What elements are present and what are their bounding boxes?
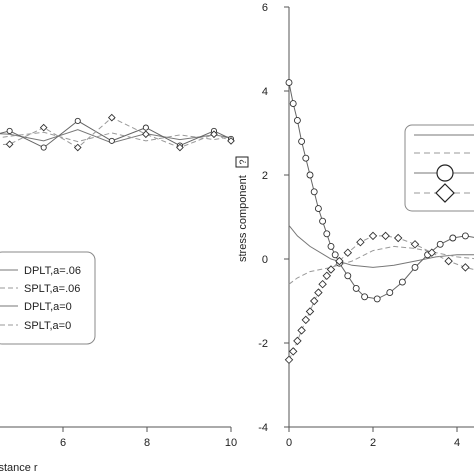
right-series-4-diamond-marker <box>356 237 365 247</box>
right-series-3-circle-marker <box>289 100 297 108</box>
right-series-3-circle-marker <box>352 284 360 292</box>
right-series-3-circle-marker <box>436 240 444 248</box>
left-legend-label: SPLT,a=.06 <box>24 283 80 295</box>
left-legend-box <box>0 251 96 345</box>
left-x-tick-label: 8 <box>144 437 150 449</box>
right-y-axis-label-group: stress component ? <box>235 156 249 262</box>
right-y-tick-label: 6 <box>262 2 268 14</box>
left-legend-label: DPLT,a=0 <box>24 301 72 313</box>
left-series-4-diamond-marker <box>142 130 150 139</box>
right-y-ticks: 6 4 2 0 -2 -4 <box>258 2 289 434</box>
left-legend-label: SPLT,a=0 <box>24 320 71 332</box>
left-series-4-diamond-marker <box>73 143 82 152</box>
right-y-tick-label: -2 <box>258 338 268 350</box>
right-series-4-diamond-marker <box>318 279 327 289</box>
right-series-3-circle-marker <box>449 234 457 242</box>
right-series-3-circle-marker <box>331 251 339 259</box>
right-series-3-circle-marker <box>293 116 301 124</box>
right-series-4-diamond-marker <box>335 256 344 266</box>
right-series-3-circle-marker <box>461 232 469 240</box>
right-series-4-diamond-marker <box>314 288 323 297</box>
right-series-3-circle-marker <box>314 205 322 213</box>
right-series-4-diamond-marker <box>326 265 336 274</box>
right-series-4-diamond-marker <box>410 240 420 249</box>
right-series-4-diamond-marker <box>444 256 453 266</box>
right-series-3-circle-marker <box>302 154 310 162</box>
right-series-3-circle-marker <box>319 217 327 225</box>
right-series-3-circle-marker <box>344 272 352 280</box>
right-series-4-diamond-marker <box>284 355 294 365</box>
right-series-4-diamond-marker <box>293 336 302 346</box>
right-series-4-diamond-marker <box>393 233 403 243</box>
left-series-line-2 <box>0 131 232 143</box>
left-series-4-diamond-marker <box>210 130 218 139</box>
right-series-4-diamond-marker <box>427 248 437 257</box>
right-y-axis-label-badge: ? <box>238 159 248 164</box>
left-series-3-circle-marker <box>74 117 81 124</box>
right-series-4-diamond-marker <box>288 347 298 356</box>
left-series-3-circle-marker <box>142 124 149 131</box>
right-series-line-4 <box>288 235 474 361</box>
right-panel: 6 4 2 0 -2 -4 0 2 4 stress component ? <box>235 2 474 449</box>
right-series-4-diamond-marker <box>301 315 311 325</box>
left-series-3-circle-marker <box>40 144 47 151</box>
right-y-tick-label: 0 <box>262 254 268 266</box>
right-x-tick-label: 2 <box>370 437 376 449</box>
left-series-3-circle-marker <box>6 127 13 134</box>
right-x-tick-label: 4 <box>454 437 460 449</box>
right-series-4-diamond-marker <box>368 231 378 241</box>
left-series-4-diamond-marker <box>5 140 14 149</box>
right-series-4-diamond-marker <box>305 307 315 316</box>
right-y-tick-label: 2 <box>262 170 268 182</box>
right-series-3-circle-marker <box>306 171 314 179</box>
left-series-4-diamond-marker <box>107 113 116 122</box>
right-series-line-2 <box>288 245 474 285</box>
right-series-4-diamond-marker <box>297 326 306 335</box>
right-y-axis-label: stress component <box>237 175 249 262</box>
right-series-3-circle-marker <box>327 242 335 250</box>
right-series-4-diamond-marker <box>309 296 319 306</box>
left-x-tick-label: 10 <box>225 437 237 449</box>
left-series-3-circle-marker <box>108 137 115 144</box>
right-series-3-circle-marker <box>411 263 419 271</box>
right-series-3-circle-marker <box>298 137 306 145</box>
right-series-group <box>284 79 474 365</box>
right-series-line-1 <box>288 225 474 268</box>
right-series-4-diamond-marker <box>343 248 353 257</box>
right-series-4-diamond-marker <box>381 231 390 241</box>
right-series-4-diamond-marker <box>461 263 470 272</box>
right-legend-diamond-marker <box>435 183 455 203</box>
left-legend-label: DPLT,a=.06 <box>24 265 81 277</box>
left-x-tick-label: 6 <box>60 437 66 449</box>
right-series-3-circle-marker <box>361 293 369 301</box>
right-series-4-diamond-marker <box>322 271 332 281</box>
left-series-4-diamond-marker <box>176 143 184 152</box>
right-y-tick-label: 4 <box>262 86 268 98</box>
left-panel: 6 8 10 istance r DPLT,a=.06 SPLT,a=.06 D… <box>0 113 237 474</box>
right-series-3-circle-marker <box>285 79 293 87</box>
left-series-4-diamond-marker <box>39 123 48 132</box>
left-series-4-diamond-marker <box>227 137 235 145</box>
right-y-axis-label-badge-box <box>235 156 249 168</box>
right-series-3-circle-marker <box>398 278 406 286</box>
left-x-axis-label: istance r <box>0 462 38 474</box>
right-series-3-circle-marker <box>310 188 318 196</box>
right-series-3-circle-marker <box>323 230 331 238</box>
right-series-3-circle-marker <box>386 289 394 297</box>
right-x-tick-label: 0 <box>286 437 292 449</box>
right-series-3-circle-marker <box>373 295 381 303</box>
right-y-tick-label: -4 <box>258 422 268 434</box>
left-series-group <box>0 113 235 152</box>
right-legend-circle-marker <box>436 164 454 182</box>
